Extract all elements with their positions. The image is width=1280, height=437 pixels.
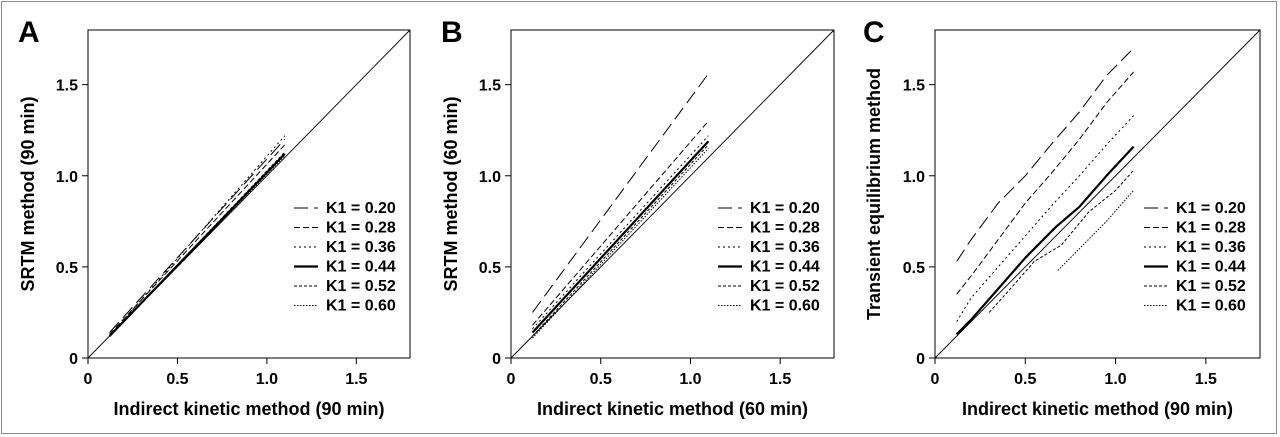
series-line-k1-0-60 [1057, 190, 1134, 271]
series-line-k1-0-36 [109, 135, 286, 337]
y-tick-label: 1.5 [56, 78, 78, 95]
series-line-k1-0-44 [955, 145, 1135, 336]
x-tick-label: 1.0 [256, 371, 278, 388]
y-tick-label: 1.5 [903, 78, 925, 95]
y-tick-label: 1.0 [56, 169, 78, 186]
y-tick-label: 0.5 [56, 260, 78, 277]
series-line-k1-0-36 [532, 135, 709, 330]
x-tick-label: 1.0 [1104, 371, 1126, 388]
legend-label: K1 = 0.36 [1176, 239, 1246, 256]
y-tick-label: 0 [69, 351, 78, 368]
legend-label: K1 = 0.60 [1176, 298, 1246, 315]
legend-label: K1 = 0.52 [1176, 278, 1246, 295]
y-axis-label: SRTM method (90 min) [18, 96, 38, 291]
legend-label: K1 = 0.20 [326, 200, 396, 217]
plot-area [510, 29, 835, 359]
chart-panel-a: 0 0.5 1.0 1.5 0 0.5 1.0 1.5 Indirect kinetic met… [18, 16, 411, 419]
series-line-k1-0-28 [532, 120, 709, 326]
legend-label: K1 = 0.44 [326, 259, 396, 276]
plot-area [87, 29, 411, 359]
panel-letter: C [863, 16, 885, 49]
series-line-k1-0-60 [532, 148, 709, 339]
x-axis-label: Indirect kinetic method (90 min) [962, 399, 1233, 419]
y-axis-label: SRTM method (60 min) [441, 96, 461, 291]
series-line-k1-0-28 [956, 71, 1134, 295]
series-line-k1-0-20 [109, 138, 286, 333]
legend-label: K1 = 0.36 [326, 239, 396, 256]
series-line-k1-0-36 [956, 115, 1134, 322]
x-axis-label: Indirect kinetic method (60 min) [537, 399, 808, 419]
x-tick-label: 0 [507, 371, 516, 388]
y-tick-label: 1.0 [903, 169, 925, 186]
identity-line [934, 29, 1261, 359]
panel-letter: A [18, 16, 40, 49]
chart-panel-c: 0 0.5 1.0 1.5 0 0.5 1.0 1.5 Indirect kinetic met… [863, 16, 1261, 419]
legend-label: K1 = 0.60 [326, 298, 396, 315]
legend-label: K1 = 0.28 [326, 220, 396, 237]
series-line-k1-0-44 [531, 140, 710, 334]
identity-line [510, 29, 835, 359]
y-axis-label: Transient equilibrium method [864, 68, 884, 320]
y-tick-label: 1.5 [479, 78, 501, 95]
legend-label: K1 = 0.20 [1176, 200, 1246, 217]
series-line-k1-0-52 [988, 169, 1134, 313]
y-tick-label: 0.5 [479, 260, 501, 277]
legend-label: K1 = 0.52 [750, 278, 820, 295]
x-tick-label: 0.5 [166, 371, 188, 388]
legend-label: K1 = 0.44 [750, 259, 820, 276]
x-tick-label: 0 [84, 371, 93, 388]
x-axis-label: Indirect kinetic method (90 min) [113, 399, 384, 419]
legend-label: K1 = 0.52 [326, 278, 396, 295]
plot-area [934, 29, 1261, 359]
series-line-k1-0-20 [956, 47, 1134, 262]
x-tick-label: 1.5 [345, 371, 367, 388]
legend-label: K1 = 0.60 [750, 298, 820, 315]
legend-label: K1 = 0.36 [750, 239, 820, 256]
chart-panel-b: 0 0.5 1.0 1.5 0 0.5 1.0 1.5 Indirect kinetic met… [441, 16, 835, 419]
x-tick-label: 0.5 [590, 371, 612, 388]
y-tick-label: 1.0 [479, 169, 501, 186]
x-tick-label: 1.0 [679, 371, 701, 388]
x-tick-label: 1.5 [1195, 371, 1217, 388]
legend-label: K1 = 0.28 [750, 220, 820, 237]
x-tick-label: 1.5 [769, 371, 791, 388]
y-tick-label: 0 [492, 351, 501, 368]
legend-label: K1 = 0.20 [750, 200, 820, 217]
y-tick-label: 0 [916, 351, 925, 368]
series-line-k1-0-52 [532, 144, 709, 337]
x-tick-label: 0 [931, 371, 940, 388]
y-tick-label: 0.5 [903, 260, 925, 277]
series-line-k1-0-20 [532, 73, 709, 313]
legend-label: K1 = 0.44 [1176, 259, 1246, 276]
series-line-k1-0-28 [109, 144, 286, 335]
legend-label: K1 = 0.28 [1176, 220, 1246, 237]
panel-letter: B [441, 16, 463, 49]
x-tick-label: 0.5 [1014, 371, 1036, 388]
